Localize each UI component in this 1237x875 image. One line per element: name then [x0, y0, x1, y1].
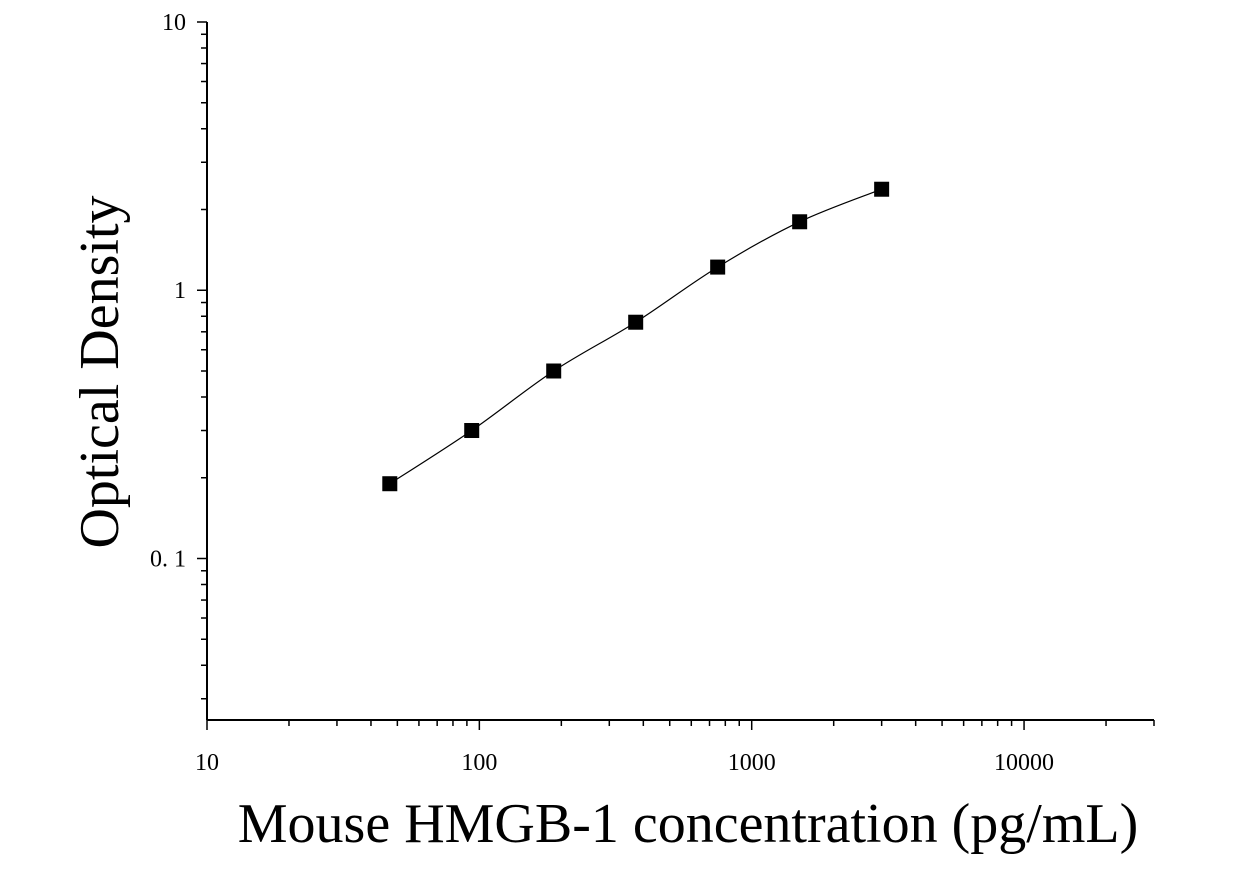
data-point [382, 476, 398, 492]
y-tick-label: 0. 1 [150, 546, 186, 572]
x-tick-label: 10 [195, 750, 219, 776]
data-point [874, 181, 890, 197]
y-tick-label: 10 [162, 10, 186, 36]
data-points [382, 181, 890, 492]
y-tick-label: 1 [174, 278, 186, 304]
data-point [464, 423, 480, 439]
x-axis-title: Mouse HMGB-1 concentration (pg/mL) [238, 793, 1138, 855]
x-tick-label: 1000 [728, 750, 776, 776]
data-point [628, 314, 644, 330]
y-axis-title: Optical Density [69, 195, 131, 548]
y-tick-labels: 0. 1 1 10 [150, 10, 186, 572]
data-point [792, 214, 808, 230]
fit-curve [389, 188, 882, 485]
data-point [710, 259, 726, 275]
y-ticks [197, 21, 207, 700]
x-tick-label: 10000 [994, 750, 1054, 776]
data-point [546, 363, 562, 379]
axes [206, 22, 1154, 721]
x-tick-labels: 10 100 1000 10000 [195, 750, 1054, 776]
x-ticks [206, 720, 1155, 730]
x-tick-label: 100 [461, 750, 497, 776]
